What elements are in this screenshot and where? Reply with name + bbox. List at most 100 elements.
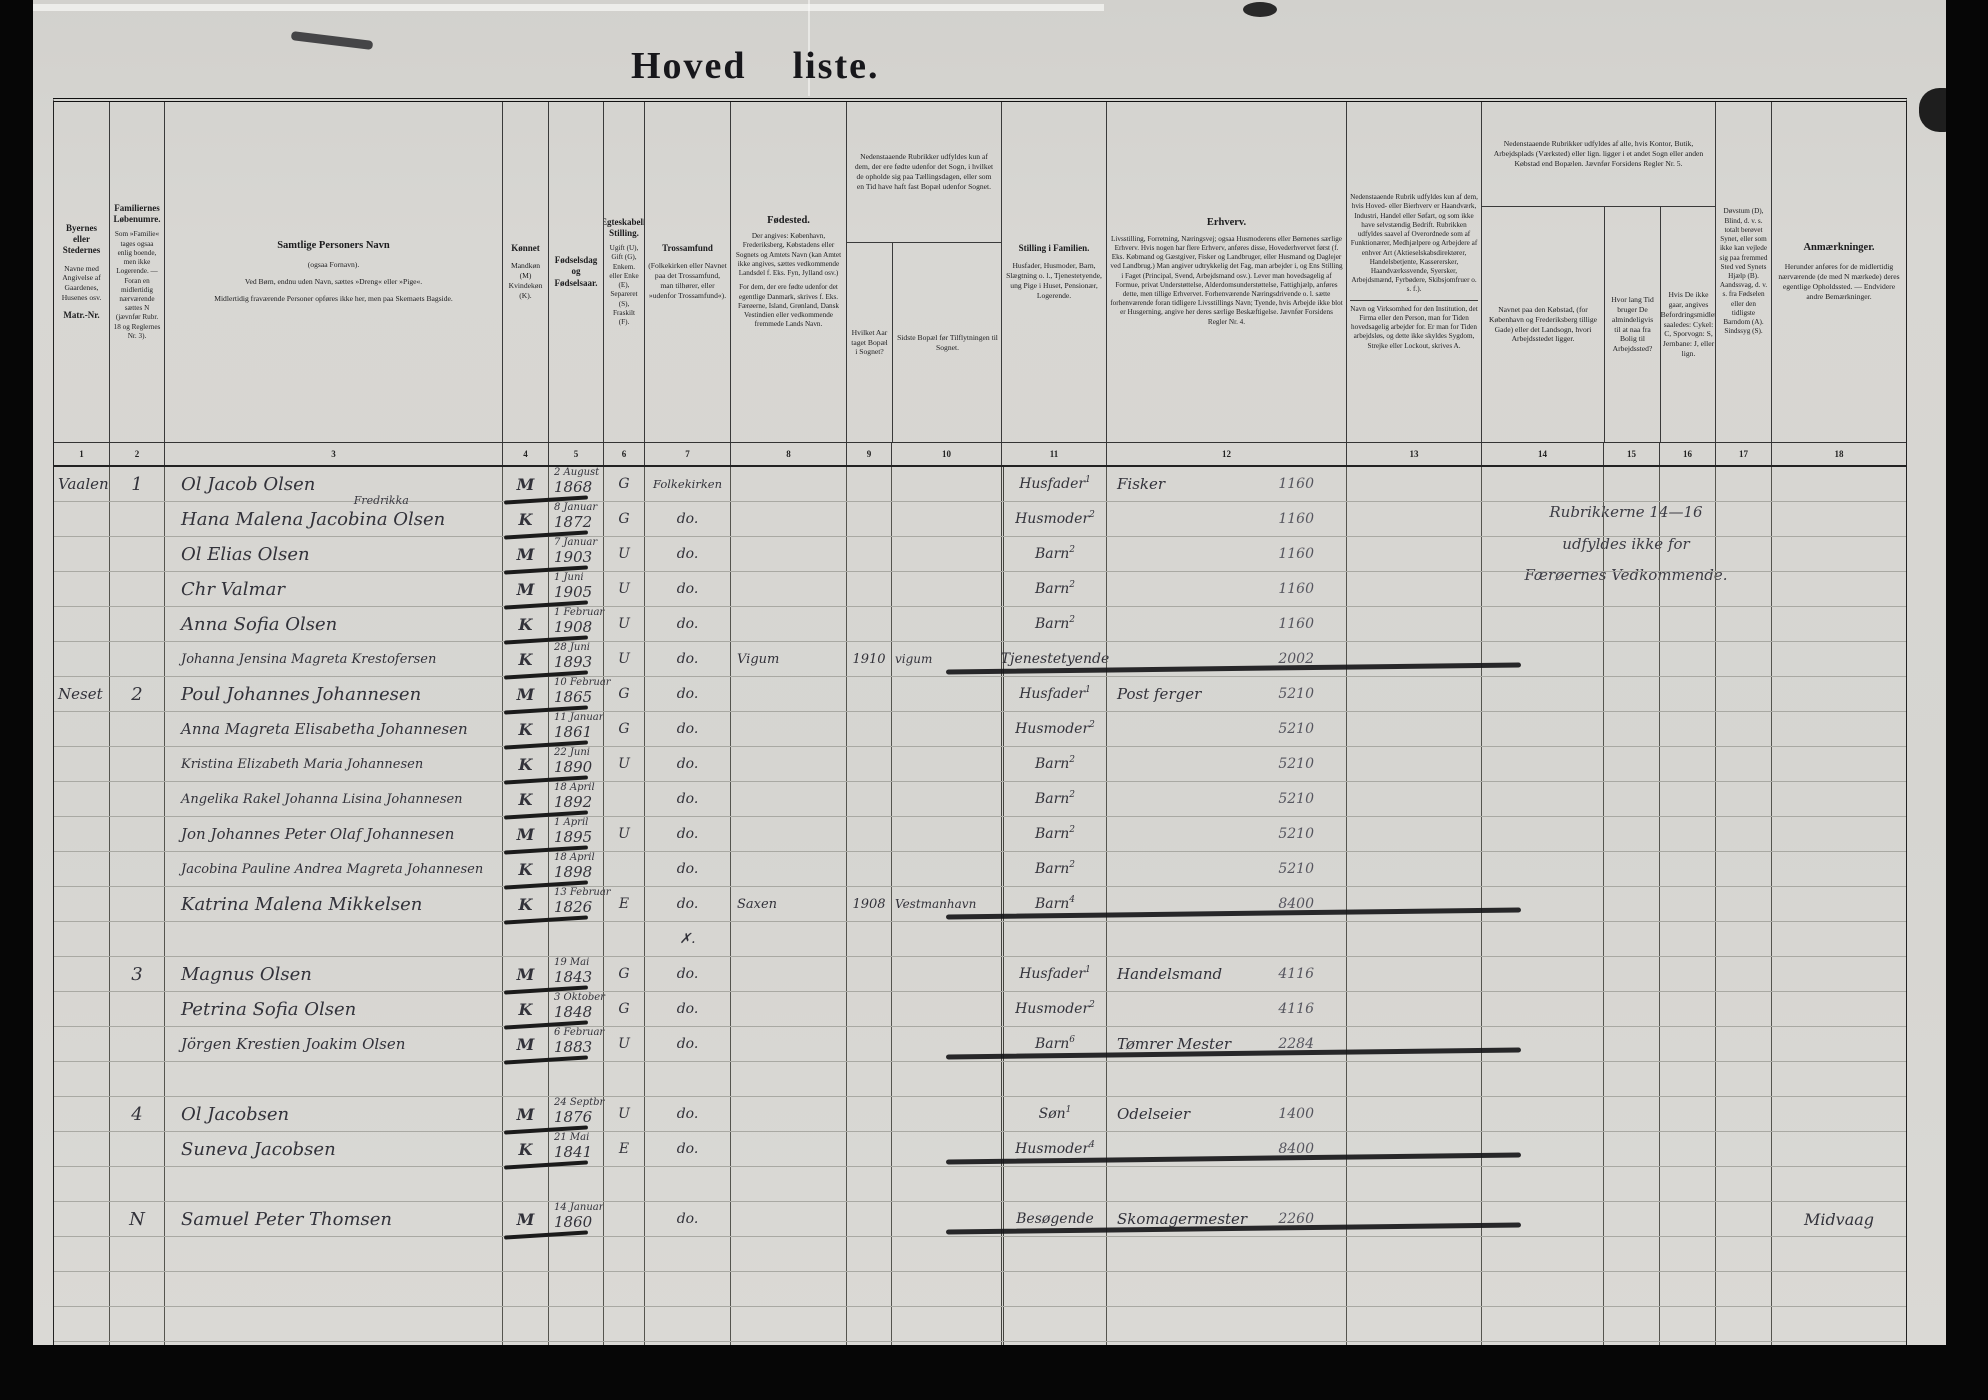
cell-year-moved: [846, 537, 891, 571]
cell-place: [54, 992, 109, 1026]
cell-sex: K: [502, 992, 548, 1026]
cell-workplace-town: [1481, 1342, 1603, 1345]
cell-disability: [1715, 1237, 1771, 1271]
cell-name: Jon Johannes Peter Olaf Johannesen: [164, 817, 502, 851]
cell-place: [54, 1342, 109, 1345]
cell-occupation: 5210: [1106, 712, 1346, 746]
cell-birthplace: [730, 1342, 846, 1345]
cell-faith: ✗.: [644, 922, 730, 956]
cell-place: [54, 747, 109, 781]
cell-sex: M: [502, 1027, 548, 1061]
cell-faith: [644, 1307, 730, 1341]
occupation-number: 5210: [1278, 721, 1314, 737]
person-name: Magnus Olsen: [181, 963, 312, 985]
cell-workplace-town: [1481, 782, 1603, 816]
cell-employer: [1346, 1307, 1481, 1341]
cell-marital-status: U: [603, 817, 644, 851]
cell-employer: [1346, 817, 1481, 851]
cell-birthdate: 2 August 1868: [548, 467, 603, 501]
cell-place: [54, 537, 109, 571]
cell-transport-mode: [1659, 1272, 1715, 1306]
cell-transport-mode: [1659, 782, 1715, 816]
cell-workplace-town: [1481, 502, 1603, 536]
cell-year-moved: [846, 712, 891, 746]
cell-last-residence: [891, 1167, 1001, 1201]
birth-year: 1841: [554, 1142, 593, 1161]
cell-employer: [1346, 677, 1481, 711]
cell-sex: K: [502, 502, 548, 536]
cell-sex: K: [502, 852, 548, 886]
cell-disability: [1715, 642, 1771, 676]
birth-year: 1905: [554, 582, 593, 601]
cell-sex: [502, 1167, 548, 1201]
birth-year: 1903: [554, 547, 593, 566]
cell-occupation: [1106, 1272, 1346, 1306]
cell-last-residence: Vestmanhavn: [891, 887, 1001, 921]
cell-year-moved: [846, 782, 891, 816]
cell-faith: do.: [644, 502, 730, 536]
cell-disability: [1715, 1272, 1771, 1306]
birth-day: 28 Juni: [554, 641, 590, 653]
column-header-15: Hvor lang Tid bruger De almindeligvis ti…: [1604, 207, 1660, 442]
cell-marital-status: [603, 1062, 644, 1096]
birth-day: 13 Februar: [554, 886, 611, 898]
cell-commute-time: [1603, 1307, 1659, 1341]
cell-workplace-town: [1481, 1097, 1603, 1131]
table-row: [54, 1167, 1906, 1202]
person-name: Kristina Elizabeth Maria Johannesen: [181, 756, 424, 772]
cell-family-number: 4: [109, 1097, 164, 1131]
cell-place: [54, 922, 109, 956]
cell-place: Neset: [58, 685, 103, 703]
cell-marital-status: [603, 1237, 644, 1271]
position-superscript: 2: [1069, 755, 1076, 765]
cell-marital-status: U: [603, 642, 644, 676]
cell-family-number: [109, 782, 164, 816]
cell-employer: [1346, 712, 1481, 746]
cell-faith: do.: [644, 957, 730, 991]
column-number: 17: [1715, 443, 1771, 465]
cell-marital-status: [603, 1342, 644, 1345]
cell-birthplace: [730, 1202, 846, 1236]
table-row: Chr Valmar M 1 Juni 1905 U do. Barn 2 116…: [54, 572, 1906, 610]
cell-family-number: N: [109, 1202, 164, 1236]
cell-transport-mode: [1659, 887, 1715, 921]
cell-occupation: Skomagermester 2260: [1106, 1202, 1346, 1236]
cell-sex: M: [502, 957, 548, 991]
birth-year: 1876: [554, 1107, 593, 1126]
occupation-number: 5210: [1278, 791, 1314, 807]
cell-place: [54, 607, 109, 641]
census-table: Byernes eller Stedernes Navne med Angive…: [53, 98, 1907, 1345]
person-name: Anna Magreta Elisabetha Johannesen: [181, 720, 468, 738]
cell-employer: [1346, 922, 1481, 956]
column-header-13: Nedenstaaende Rubrik udfyldes kun af dem…: [1346, 102, 1481, 442]
cell-sex: K: [502, 1132, 548, 1166]
ink-streak: [290, 31, 374, 50]
birth-year: 1883: [554, 1037, 593, 1056]
cell-family-number: [109, 992, 164, 1026]
occupation-number: 1160: [1278, 616, 1314, 632]
cell-birthdate: 18 April 1892: [548, 782, 603, 816]
cell-birthplace: [730, 1132, 846, 1166]
cell-faith: [644, 1167, 730, 1201]
cell-family-number: [109, 887, 164, 921]
cell-last-residence: [891, 747, 1001, 781]
column-header-18: Anmærkninger. Herunder anføres for de mi…: [1771, 102, 1906, 442]
column-number: 11: [1001, 443, 1106, 465]
cell-workplace-town: [1481, 992, 1603, 1026]
cell-faith: do.: [644, 747, 730, 781]
cell-last-residence: [891, 1307, 1001, 1341]
cell-occupation: 5210: [1106, 747, 1346, 781]
cell-birthplace: [730, 607, 846, 641]
cell-disability: [1715, 712, 1771, 746]
cell-faith: do.: [644, 1202, 730, 1236]
cell-birthplace: [730, 572, 846, 606]
cell-marital-status: [603, 1307, 644, 1341]
cell-birthdate: 22 Juni 1890: [548, 747, 603, 781]
position-superscript: 2: [1069, 580, 1076, 590]
cell-family-number: [109, 817, 164, 851]
cell-sex: M: [502, 817, 548, 851]
birth-day: 6 Februar: [554, 1026, 605, 1038]
cell-family-position: Barn 4: [1001, 887, 1106, 921]
cell-name: Jacobina Pauline Andrea Magreta Johannes…: [164, 852, 502, 886]
cell-year-moved: [846, 1342, 891, 1345]
